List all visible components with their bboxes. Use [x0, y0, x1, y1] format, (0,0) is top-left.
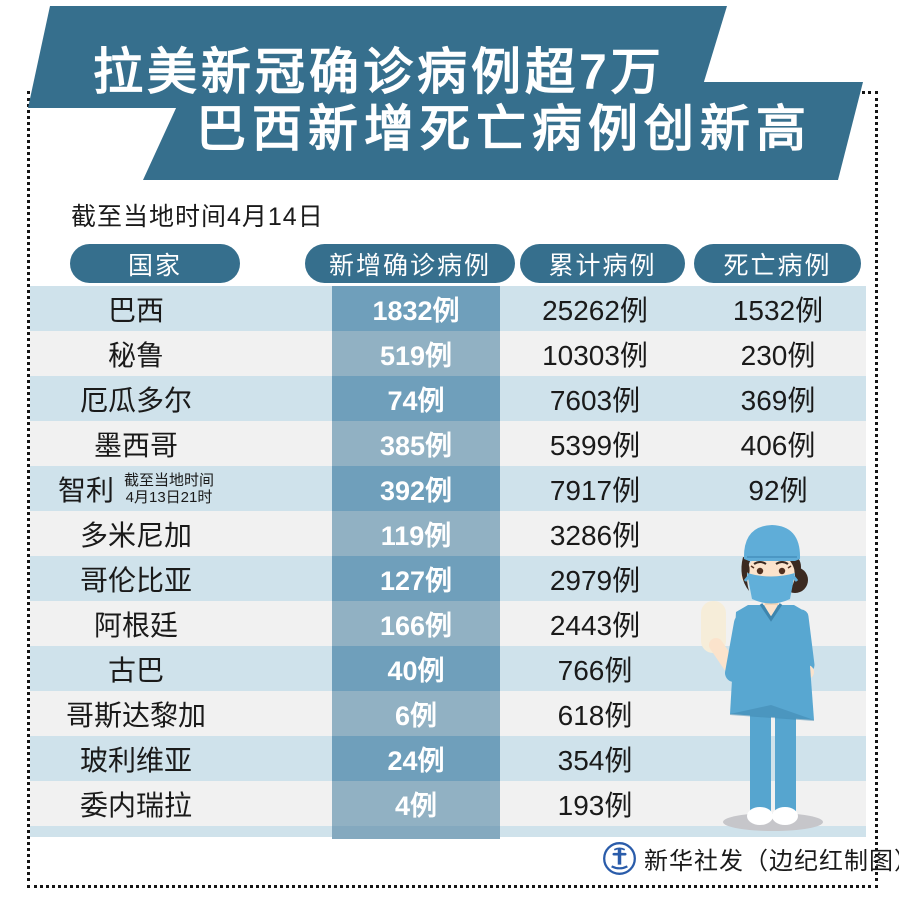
- new-cases-cell: 24例: [332, 736, 500, 781]
- deaths-cell: 230例: [740, 339, 816, 371]
- nurse-illustration: [701, 525, 823, 831]
- table-row: 智利 截至当地时间 4月13日21时 392例 7917例 92例: [30, 466, 866, 511]
- total-cases-cell: 7603例: [549, 384, 641, 416]
- column-header-pill: 新增确诊病例: [305, 244, 515, 283]
- table-row: 秘鲁 519例 10303例 230例: [30, 331, 866, 376]
- new-cases-cell: 40例: [332, 646, 500, 691]
- country-name: 厄瓜多尔: [79, 384, 192, 416]
- total-cases-cell: 7917例: [549, 474, 641, 506]
- new-cases-cell: 6例: [332, 691, 500, 736]
- row-date-note: 截至当地时间 4月13日21时: [124, 471, 215, 506]
- country-cell: 古巴: [30, 646, 332, 691]
- table-bottom-strip: [30, 826, 866, 839]
- new-cases-cell: 166例: [332, 601, 500, 646]
- table-row: 巴西 1832例 25262例 1532例: [30, 286, 866, 331]
- table-row: 多米尼加 119例 3286例: [30, 511, 866, 556]
- country-name: 委内瑞拉: [79, 789, 192, 821]
- total-cases-cell: 618例: [557, 699, 633, 731]
- page-title-line1: 拉美新冠确诊病例超7万: [93, 44, 665, 100]
- country-name: 哥伦比亚: [79, 564, 192, 596]
- title-banner-shape: [28, 6, 863, 180]
- country-cell: 墨西哥: [30, 421, 332, 466]
- country-name: 阿根廷: [93, 609, 178, 641]
- country-name: 多米尼加: [79, 519, 192, 551]
- table-row: 厄瓜多尔 74例 7603例 369例: [30, 376, 866, 421]
- table-row: 委内瑞拉 4例 193例: [30, 781, 866, 826]
- new-cases-cell: 519例: [332, 331, 500, 376]
- footer-credit-block: 新华社发（边纪红制图）: [602, 841, 899, 876]
- new-cases-cell: 127例: [332, 556, 500, 601]
- new-cases-cell: 1832例: [332, 286, 500, 331]
- total-cases-cell: 2443例: [549, 609, 641, 641]
- country-cell: 秘鲁: [30, 331, 332, 376]
- country-cell: 多米尼加: [30, 511, 332, 556]
- country-cell: 厄瓜多尔: [30, 376, 332, 421]
- country-cell: 阿根廷: [30, 601, 332, 646]
- total-cases-cell: 5399例: [549, 429, 641, 461]
- country-cell: 智利 截至当地时间 4月13日21时: [30, 466, 332, 511]
- total-cases-cell: 2979例: [549, 564, 641, 596]
- as-of-date-note: 截至当地时间4月14日: [71, 203, 324, 231]
- xinhua-logo-icon: [603, 842, 636, 875]
- column-header-pill: 死亡病例: [694, 244, 861, 283]
- column-header-pill: 国家: [70, 244, 240, 283]
- country-name: 巴西: [107, 294, 164, 326]
- deaths-cell: 369例: [740, 384, 816, 416]
- country-name: 墨西哥: [93, 429, 178, 461]
- page-title-line2: 巴西新增死亡病例创新高: [196, 101, 812, 157]
- new-cases-cell: 74例: [332, 376, 500, 421]
- credit-text: 新华社发（边纪红制图）: [644, 848, 899, 875]
- country-name: 古巴: [107, 654, 164, 686]
- country-cell: 委内瑞拉: [30, 781, 332, 826]
- new-cases-cell: 392例: [332, 466, 500, 511]
- total-cases-cell: 354例: [557, 744, 633, 776]
- country-cell: 玻利维亚: [30, 736, 332, 781]
- new-cases-cell: 4例: [332, 781, 500, 826]
- country-name: 秘鲁: [107, 339, 164, 371]
- total-cases-cell: 10303例: [542, 339, 648, 371]
- column-header-pill: 累计病例: [520, 244, 685, 283]
- total-cases-cell: 193例: [557, 789, 633, 821]
- total-cases-cell: 25262例: [542, 294, 648, 326]
- table-row: 玻利维亚 24例 354例: [30, 736, 866, 781]
- country-name: 玻利维亚: [79, 744, 192, 776]
- cases-table: 巴西 1832例 25262例 1532例秘鲁 519例 10303例 230例厄瓜多尔 74…: [30, 286, 866, 839]
- table-row: 哥斯达黎加 6例 618例: [30, 691, 866, 736]
- new-cases-cell: 119例: [332, 511, 500, 556]
- table-row: 墨西哥 385例 5399例 406例: [30, 421, 866, 466]
- deaths-cell: 1532例: [732, 294, 824, 326]
- country-cell: 巴西: [30, 286, 332, 331]
- country-name: 哥斯达黎加: [65, 699, 206, 731]
- country-cell: 哥伦比亚: [30, 556, 332, 601]
- country-cell: 哥斯达黎加: [30, 691, 332, 736]
- deaths-cell: 92例: [748, 474, 808, 506]
- country-name: 智利: [57, 474, 114, 506]
- deaths-cell: 406例: [740, 429, 816, 461]
- total-cases-cell: 766例: [557, 654, 633, 686]
- table-row: 哥伦比亚 127例 2979例: [30, 556, 866, 601]
- total-cases-cell: 3286例: [549, 519, 641, 551]
- table-row: 阿根廷 166例 2443例: [30, 601, 866, 646]
- new-cases-column-band-end: [332, 826, 500, 839]
- new-cases-cell: 385例: [332, 421, 500, 466]
